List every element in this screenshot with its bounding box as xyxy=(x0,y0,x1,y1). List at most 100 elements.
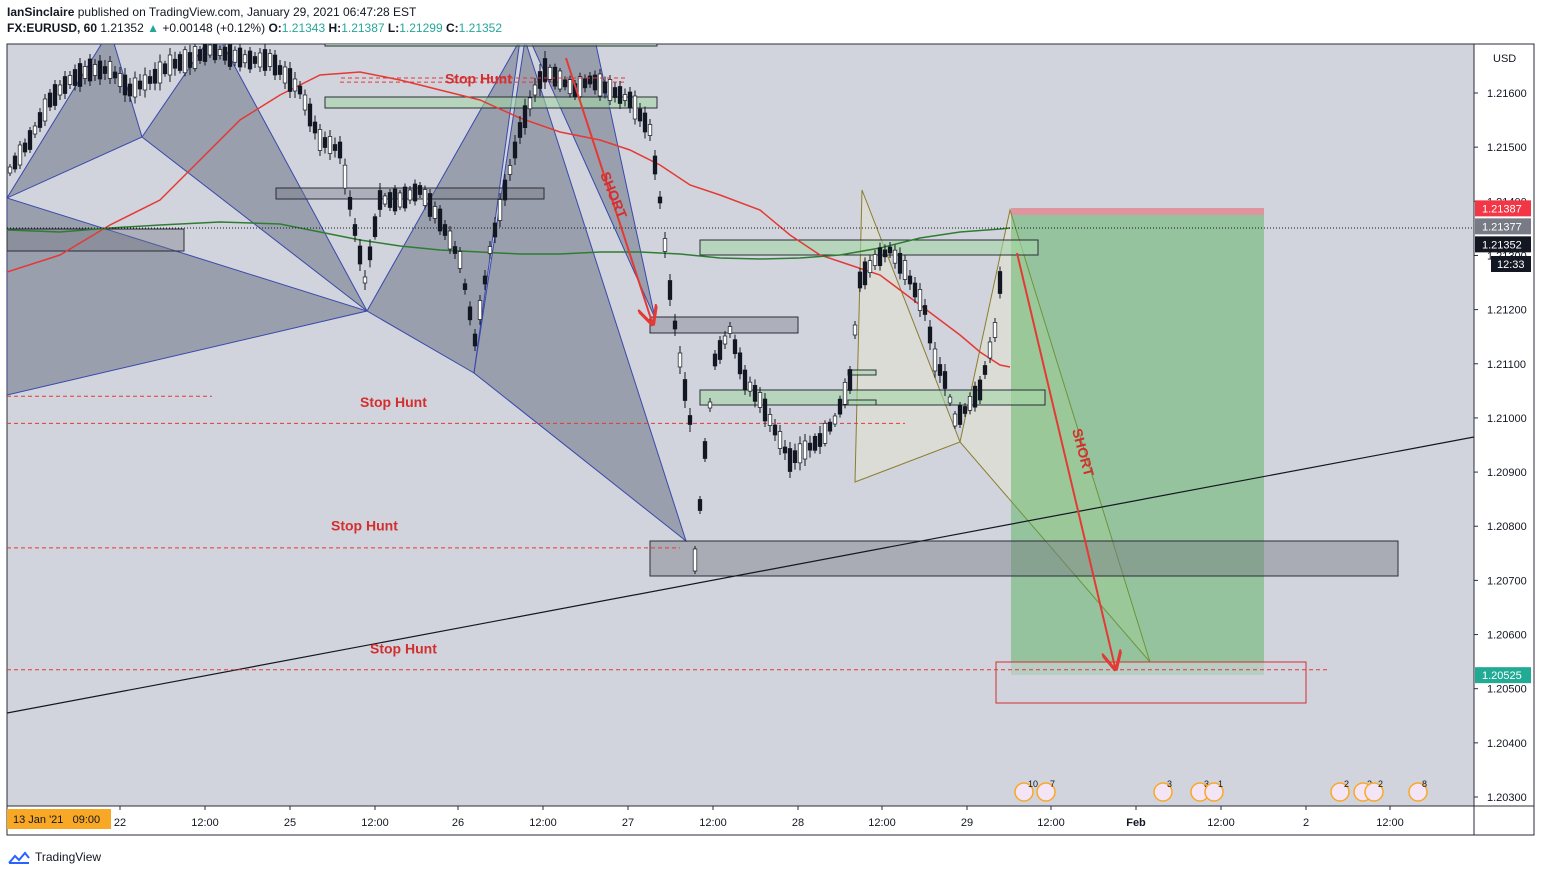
time-range-label: 13 Jan '21 09:00 xyxy=(7,809,111,829)
candle-body xyxy=(647,124,653,136)
candle-body xyxy=(237,47,243,68)
candle-body xyxy=(727,326,733,334)
candle-body xyxy=(477,300,483,320)
candle-body xyxy=(272,54,278,76)
candle-body xyxy=(32,125,38,135)
candle-body xyxy=(342,164,348,189)
candle-body xyxy=(802,440,808,460)
candle-body xyxy=(812,435,818,451)
candle-body xyxy=(882,249,888,258)
candle-body xyxy=(352,224,358,236)
publish-info: published on TradingView.com, January 29… xyxy=(77,5,417,19)
candle-body xyxy=(752,384,758,402)
candle-body xyxy=(587,75,593,85)
currency-label: USD xyxy=(1493,53,1516,65)
candle-body xyxy=(127,83,133,97)
symbol-label[interactable]: FX:EURUSD, 60 xyxy=(7,21,98,35)
candle-body xyxy=(582,78,588,89)
candle-body xyxy=(447,230,453,250)
author-name[interactable]: IanSinclaire xyxy=(7,5,75,19)
candle-body xyxy=(862,261,868,286)
candle-body xyxy=(692,548,698,572)
candle-body xyxy=(607,79,613,101)
tradingview-brand[interactable]: TradingView xyxy=(7,850,101,864)
candle-body xyxy=(567,79,573,95)
price-axis[interactable]: 1.216001.215001.214001.213001.212001.211… xyxy=(1474,88,1527,804)
event-count: 3 xyxy=(1167,779,1172,789)
candle-body xyxy=(602,81,608,94)
candle-body xyxy=(102,66,108,74)
candle-body xyxy=(612,87,618,98)
price-label-box xyxy=(1475,218,1531,235)
candle-body xyxy=(427,193,433,217)
event-count: 1 xyxy=(1218,779,1223,789)
candle-body xyxy=(997,271,1003,294)
tradingview-cloud-icon xyxy=(8,851,30,864)
time-tick-label: 12:00 xyxy=(699,817,727,829)
candle-body xyxy=(832,415,838,425)
candle-body xyxy=(492,222,498,238)
time-tick-label: 2 xyxy=(1303,817,1309,829)
candle-body xyxy=(212,44,218,61)
candle-body xyxy=(82,66,88,79)
candle-body xyxy=(792,450,798,464)
candle-body xyxy=(262,49,268,71)
event-flag-icon[interactable] xyxy=(1330,782,1350,802)
candle-body xyxy=(622,94,628,101)
event-badges[interactable]: 1073312228 xyxy=(1014,779,1428,802)
zone-box xyxy=(699,239,1039,256)
candle-body xyxy=(512,141,518,159)
trendline xyxy=(7,436,1474,714)
price-label-box xyxy=(1475,200,1531,217)
candle-body xyxy=(892,249,898,264)
pattern-triangle xyxy=(959,208,1151,663)
short-arrow xyxy=(565,57,652,322)
candle-body xyxy=(197,49,203,61)
candle-body xyxy=(182,49,188,74)
zone-box xyxy=(847,399,877,406)
price-label-text: 1.21377 xyxy=(1482,221,1522,233)
candle-body xyxy=(137,80,143,90)
candle-body xyxy=(17,144,23,166)
candle-body xyxy=(442,224,448,236)
price-tick-label: 1.21100 xyxy=(1487,359,1526,371)
price-tick-label: 1.20300 xyxy=(1487,792,1527,804)
candle-body xyxy=(777,431,783,449)
candle-body xyxy=(782,446,788,454)
candle-body xyxy=(757,392,763,408)
target-zone xyxy=(1011,215,1264,675)
candle-body xyxy=(452,246,458,254)
candle-body xyxy=(717,340,723,360)
time-tick-label: 22 xyxy=(114,817,126,829)
candle-body xyxy=(312,121,318,134)
candle-body xyxy=(797,443,803,464)
event-count: 8 xyxy=(1422,779,1427,789)
candle-body xyxy=(217,49,223,56)
candle-body xyxy=(902,260,908,280)
candle-body xyxy=(417,185,423,195)
candle-body xyxy=(382,195,388,205)
time-tick-label: 12:00 xyxy=(529,817,557,829)
candle-body xyxy=(52,84,58,106)
time-axis[interactable]: 22 12:00 25 12:00 26 12:00 27 12:00 28 12:00 29 12:… xyxy=(114,806,1404,829)
event-flag-icon[interactable] xyxy=(1204,782,1224,802)
candle-body xyxy=(707,401,713,409)
candle-body xyxy=(682,379,688,401)
candle-body xyxy=(172,58,178,69)
time-tick-label: 12:00 xyxy=(1207,817,1235,829)
price-tick-label: 1.20500 xyxy=(1487,684,1527,696)
candle-body xyxy=(867,260,873,274)
event-flag-icon[interactable] xyxy=(1153,782,1173,802)
candle-body xyxy=(287,68,293,92)
event-flag-icon[interactable] xyxy=(1408,782,1428,802)
candle-body xyxy=(912,282,918,298)
event-flag-icon[interactable] xyxy=(1364,782,1384,802)
candle-body xyxy=(112,71,118,79)
candle-body xyxy=(282,66,288,84)
candle-body xyxy=(917,289,923,311)
candle-body xyxy=(787,448,793,472)
event-flag-icon[interactable] xyxy=(1014,782,1034,802)
event-flag-icon[interactable] xyxy=(1036,782,1056,802)
countdown-label: 12:33 xyxy=(1491,256,1531,272)
